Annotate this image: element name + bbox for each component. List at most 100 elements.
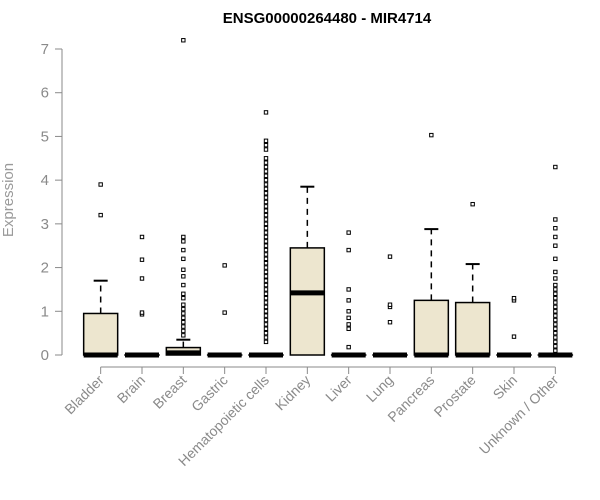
outlier-point [263,199,269,205]
y-tick-label: 7 [41,41,49,58]
outlier-point [263,309,269,314]
outlier-point [553,335,558,340]
outlier-point [181,328,186,334]
x-tick-label: Lung [363,372,396,405]
outlier-point [181,333,186,338]
outlier-point [553,282,558,288]
box-unknown-other [537,164,574,358]
outlier-point [263,239,269,244]
outlier-point [181,306,186,312]
outlier-point [263,234,269,240]
outlier-point [387,254,393,259]
outlier-point [263,330,269,336]
outlier-point [263,265,269,270]
outlier-point [263,269,269,275]
outlier-point [181,295,186,301]
outlier-point [263,230,269,235]
boxes-group [82,38,574,358]
box-body [454,301,491,356]
outlier-point [263,182,269,187]
outlier-point [553,234,558,240]
outlier-point [263,156,269,161]
outlier-point [181,282,186,288]
outlier-point [263,339,269,345]
outlier-point [553,295,558,301]
outlier-point [139,276,145,281]
outlier-point [553,348,558,353]
outlier-point [346,326,351,331]
outlier-point [263,256,269,262]
outlier-point [263,221,269,227]
outlier-point [263,278,269,283]
outlier-point [553,309,558,314]
outlier-point [263,191,269,196]
box-hematopoietic-cells [248,110,284,358]
outlier-point [553,226,558,231]
x-tick-label: Kidney [272,372,314,414]
outlier-point [346,247,351,253]
outlier-point [553,300,558,305]
outlier-point [553,217,558,222]
outlier-point [263,164,269,170]
y-tick-label: 0 [41,347,49,364]
outlier-point [263,252,269,257]
outlier-point [263,282,269,288]
box-liver [330,230,367,358]
outlier-point [263,261,269,266]
outlier-point [181,267,186,272]
outlier-point [181,315,186,321]
outlier-point [553,291,558,297]
outlier-point [263,195,269,200]
outlier-point [553,243,558,248]
box-pancreas [413,132,450,358]
outlier-point [181,311,186,316]
box-skin [496,295,532,358]
x-tick-label: Prostate [431,372,479,420]
outlier-point [511,295,517,301]
outlier-point [553,276,558,281]
outlier-point [346,344,351,350]
y-tick-label: 4 [41,172,49,189]
outlier-point [553,344,558,349]
outlier-point [263,147,269,152]
outlier-point [470,201,475,207]
outlier-point [346,287,351,292]
y-tick-label: 6 [41,85,49,102]
outlier-point [346,322,351,327]
outlier-point [263,326,269,331]
outlier-point [263,295,269,301]
box-bladder [82,182,119,358]
outlier-point [263,243,269,248]
y-axis: 0 1 2 3 4 5 6 7 [41,41,63,364]
outlier-point [181,234,186,240]
outlier-point [263,186,269,192]
outlier-point [181,291,186,297]
outlier-point [263,335,269,340]
box-prostate [454,201,491,358]
outlier-point [511,334,517,339]
outlier-point [553,330,558,336]
box-breast [165,38,202,356]
outlier-point [222,263,227,268]
outlier-point [139,257,145,262]
box-kidney [289,185,326,356]
outlier-point [553,322,558,327]
outlier-point [263,217,269,222]
outlier-point [346,315,351,321]
outlier-point [263,169,269,174]
outlier-point [263,291,269,297]
outlier-point [263,226,269,231]
outlier-point [181,256,186,262]
outlier-point [222,310,227,315]
outlier-point [346,298,351,303]
outlier-point [181,247,186,253]
x-tick-label: Breast [150,372,190,412]
outlier-point [553,164,558,170]
outlier-point [553,317,558,323]
outlier-point [181,274,186,279]
outlier-point [263,212,269,218]
outlier-point [139,234,145,240]
